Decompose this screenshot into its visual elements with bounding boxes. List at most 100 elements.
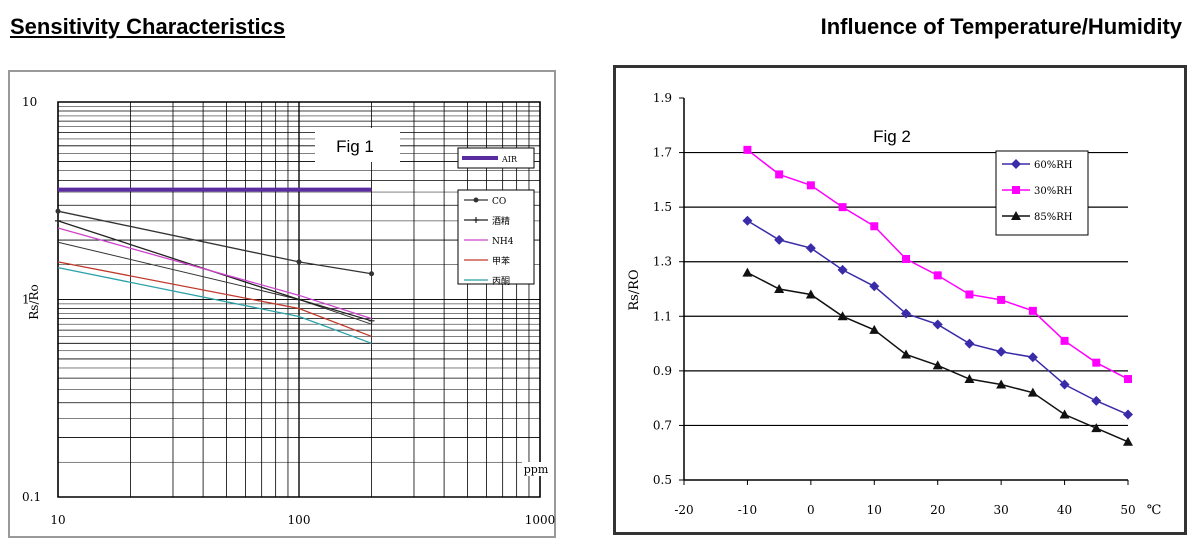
fig2-y-tick-label: 0.9	[653, 364, 672, 378]
fig1-series-line	[57, 227, 372, 320]
fig2-data-point	[1091, 423, 1102, 433]
fig1-y-tick-label: 10	[22, 95, 37, 109]
fig2-data-point	[1059, 379, 1070, 390]
fig2-y-tick-label: 0.7	[653, 418, 672, 432]
fig2-y-tick-label: 1.1	[653, 309, 672, 323]
fig2-y-tick-label: 0.5	[653, 473, 672, 487]
fig1-data-point	[55, 208, 61, 214]
fig2-data-point	[774, 234, 785, 245]
fig2-x-tick-label: 10	[867, 503, 882, 517]
fig1-xlabel-bg	[522, 462, 550, 476]
fig2-data-point	[742, 267, 753, 277]
fig2-y-tick-label: 1.9	[653, 91, 672, 105]
fig2-xlabel: ℃	[1147, 503, 1162, 518]
fig1-ylabel: Rs/Ro	[27, 284, 41, 320]
fig2-panel: 0.5 0.7 0.9 1.1 1.3 1.5 1.7 1.9 -20 -10 0 10 20 30 40 5…	[613, 65, 1187, 535]
fig1-legend-label: NH4	[492, 237, 514, 247]
fig1-y-tick-label: 1	[22, 293, 30, 307]
fig2-x-tick-label: 50	[1120, 503, 1135, 517]
fig2-x-tick-label: 0	[807, 503, 815, 517]
fig2-data-point	[869, 281, 880, 292]
fig2-x-tick-label: -20	[674, 503, 693, 517]
fig2-series-line	[747, 220, 1129, 416]
fig1-title-bg	[315, 128, 400, 162]
fig2-data-point	[1059, 409, 1070, 419]
fig1-chart: Fig 1 10 100 1000 0.1 1 10 ppm Rs/Ro AIR CO 酒精 NH4 甲苯…	[22, 95, 556, 527]
fig2-data-point	[805, 243, 816, 254]
fig2-data-point	[869, 324, 880, 334]
fig2-data-point	[838, 203, 847, 212]
fig2-x-tick-label: 40	[1057, 503, 1072, 517]
fig2-title-bg	[856, 122, 946, 152]
fig1-frame	[57, 101, 541, 498]
fig2-y-tick-label: 1.3	[653, 255, 672, 269]
fig2-ylabel: Rs/RO	[627, 269, 642, 310]
fig2-data-point	[902, 254, 910, 263]
fig2-legend-label: 60%RH	[1034, 160, 1073, 171]
fig2-data-point	[996, 346, 1007, 357]
fig2-series-line	[747, 271, 1129, 443]
fig1-series-line	[57, 241, 372, 325]
fig2-data-point	[965, 290, 974, 299]
fig2-data-point	[1123, 436, 1133, 446]
fig1-legend-marker	[473, 197, 479, 203]
fig2-data-point	[964, 338, 975, 349]
fig2-legend-marker	[1012, 186, 1020, 194]
fig1-title: Fig 1	[336, 137, 374, 156]
fig1-grid	[57, 101, 541, 498]
fig2-data-point	[1060, 336, 1069, 345]
fig1-series-line	[57, 210, 372, 275]
fig2-x-tick-label: 30	[994, 503, 1009, 517]
fig2-series	[742, 145, 1133, 446]
fig2-data-point	[742, 215, 753, 226]
fig2-data-point	[774, 284, 785, 293]
fig1-xlabel: ppm	[524, 463, 549, 476]
fig2-data-point	[933, 271, 942, 280]
fig2-data-point	[743, 145, 752, 154]
temperature-humidity-heading: Influence of Temperature/Humidity	[820, 14, 1182, 39]
fig2-legend-marker	[1011, 211, 1021, 220]
fig2-data-point	[1028, 306, 1037, 315]
fig1-y-tick-label: 0.1	[22, 490, 41, 504]
fig1-x-tick-label: 100	[288, 513, 311, 527]
fig2-legend: 60%RH 30%RH 85%RH	[995, 150, 1089, 236]
fig2-data-point	[932, 360, 943, 370]
fig2-x-tick-label: 20	[930, 503, 945, 517]
fig1-data-point	[55, 217, 61, 224]
fig2-data-point	[805, 289, 816, 299]
fig2-data-point	[870, 222, 879, 231]
fig2-data-point	[837, 311, 848, 321]
fig1-data-point	[296, 296, 302, 303]
fig2-data-point	[1124, 375, 1132, 384]
fig1-panel: Fig 1 10 100 1000 0.1 1 10 ppm Rs/Ro AIR CO 酒精 NH4 甲苯…	[8, 70, 556, 538]
fig2-data-point	[1027, 352, 1038, 363]
fig2-y-tick-label: 1.5	[653, 200, 672, 214]
fig2-legend-label: 30%RH	[1034, 186, 1073, 197]
fig2-data-point	[901, 349, 911, 359]
fig1-data-point	[369, 271, 375, 277]
fig2-data-point	[901, 308, 911, 319]
fig2-x-tick-label: -10	[738, 503, 757, 517]
fig1-legend-label: 甲苯	[492, 255, 510, 267]
fig1-legend-label: AIR	[501, 155, 518, 164]
fig1-series-line	[57, 266, 372, 344]
fig2-data-point	[1092, 358, 1101, 367]
fig2-data-point	[806, 181, 815, 190]
fig2-chart: 0.5 0.7 0.9 1.1 1.3 1.5 1.7 1.9 -20 -10 0 10 20 30 40 5…	[627, 91, 1162, 518]
fig2-data-point	[1123, 409, 1133, 420]
fig1-x-tick-label: 10	[50, 513, 65, 527]
fig1-series	[55, 187, 375, 344]
fig1-series-line	[57, 261, 372, 338]
fig2-data-point	[775, 170, 784, 179]
fig2-data-point	[1027, 387, 1038, 397]
fig2-data-point	[837, 264, 848, 275]
fig1-legend-label: 酒精	[492, 215, 510, 227]
fig2-legend-box	[995, 150, 1089, 236]
fig2-legend-marker	[1011, 159, 1021, 169]
fig2-data-point	[932, 319, 943, 330]
fig1-x-tick-label: 1000	[525, 513, 556, 527]
fig2-legend-label: 85%RH	[1034, 212, 1073, 223]
fig1-legend-box	[457, 189, 535, 285]
fig1-legend-label: 丙酮	[492, 276, 510, 287]
